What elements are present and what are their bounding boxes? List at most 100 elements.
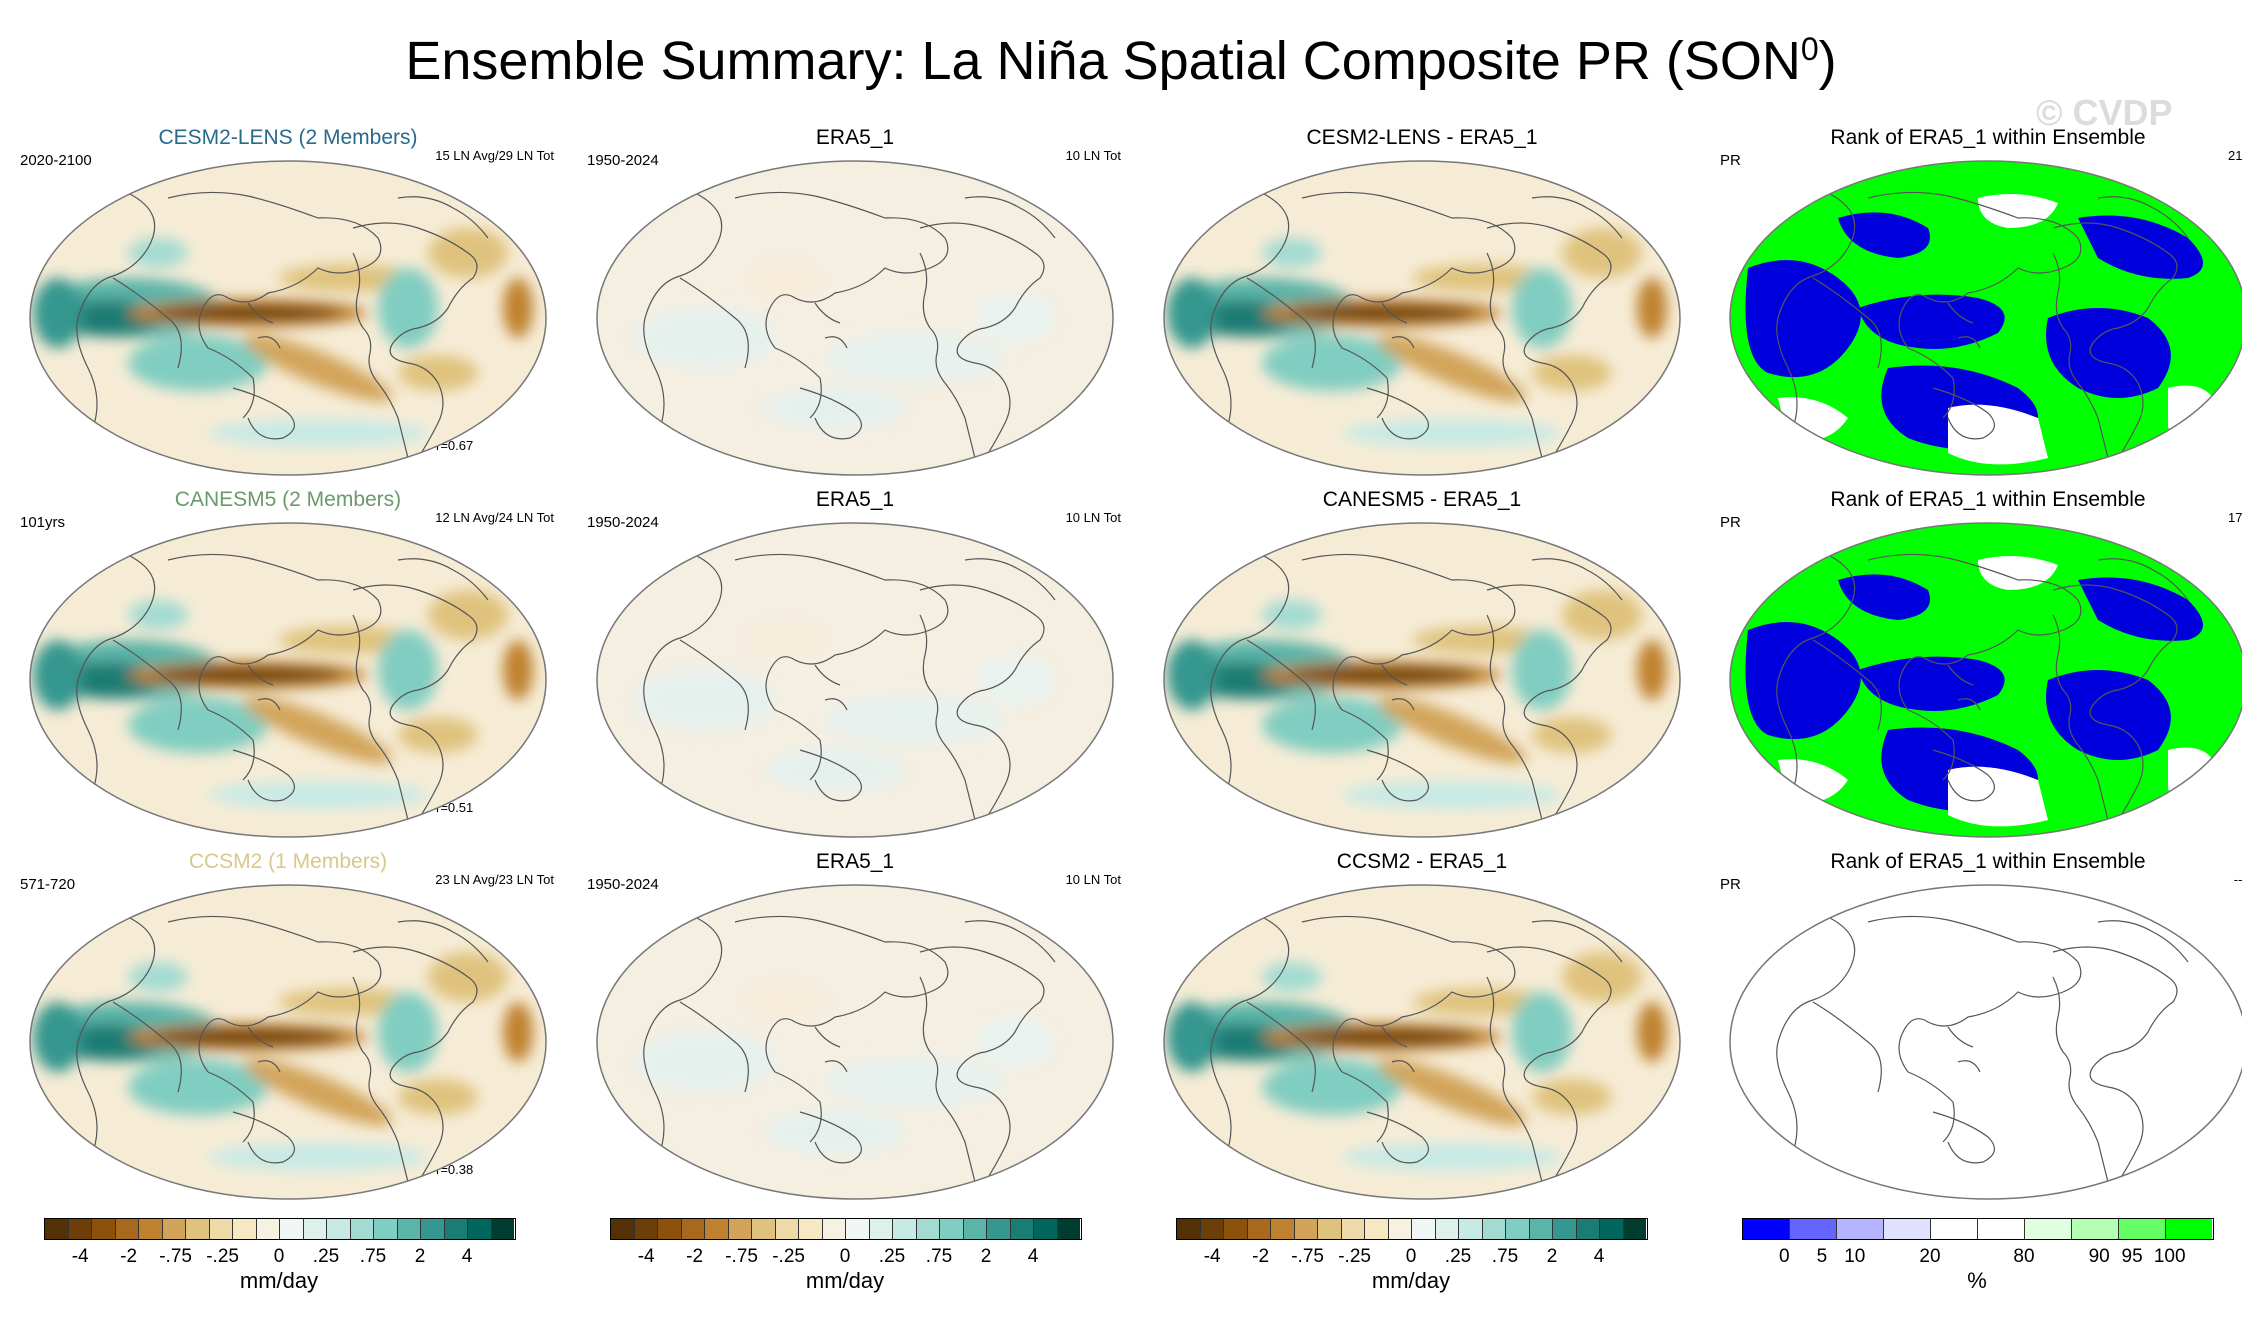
panel-period: 101yrs bbox=[20, 514, 66, 531]
colorbar-swatch bbox=[45, 1219, 69, 1239]
colorbar-swatch bbox=[1931, 1219, 1978, 1239]
colorbar-swatch bbox=[68, 1219, 92, 1239]
colorbar-swatch bbox=[1884, 1219, 1931, 1239]
panel-period: 1950-2024 bbox=[587, 514, 659, 531]
map-panel-rank: Rank of ERA5_1 within Ensemble PR 21% bbox=[1718, 126, 2242, 476]
map-panel-model: CCSM2 (1 Members) 571-720 23 LN Avg/23 LN … bbox=[18, 850, 558, 1200]
colorbar-tick-label: 2 bbox=[414, 1246, 426, 1267]
colorbar-swatch bbox=[1200, 1219, 1224, 1239]
colorbar-swatch bbox=[940, 1219, 964, 1239]
colorbar-swatch bbox=[256, 1219, 280, 1239]
colorbar-tick-label: -.25 bbox=[1338, 1246, 1371, 1267]
colorbar-swatch bbox=[728, 1219, 752, 1239]
colorbar-tick-label: -4 bbox=[1203, 1246, 1221, 1267]
colorbar-swatch bbox=[1341, 1219, 1365, 1239]
panel-count: 23 LN Avg/23 LN Tot bbox=[435, 872, 554, 887]
colorbar-swatch bbox=[327, 1219, 351, 1239]
panel-period: 1950-2024 bbox=[587, 876, 659, 893]
colorbar-swatch bbox=[115, 1219, 139, 1239]
panel-count: --% bbox=[2233, 872, 2242, 887]
panel-title: CESM2-LENS (2 Members) bbox=[158, 126, 418, 149]
colorbar-swatch bbox=[2072, 1219, 2119, 1239]
colorbar-tick-label: 0 bbox=[273, 1246, 285, 1267]
panel-period: 571-720 bbox=[20, 876, 76, 893]
map-field bbox=[1163, 522, 1681, 838]
colorbar-swatch bbox=[350, 1219, 374, 1239]
map-panel-diff: CCSM2 - ERA5_1 bbox=[1152, 850, 1692, 1200]
map-panel-model: CESM2-LENS (2 Members) 2020-2100 15 LN Avg… bbox=[18, 126, 558, 476]
colorbar-tick-label: 4 bbox=[461, 1246, 473, 1267]
colorbar-swatch bbox=[1224, 1219, 1248, 1239]
colorbar-tick-label: 0 bbox=[1405, 1246, 1417, 1267]
panel-title: Rank of ERA5_1 within Ensemble bbox=[1830, 488, 2146, 511]
map-panel-rank: Rank of ERA5_1 within Ensemble PR 17% bbox=[1718, 488, 2242, 838]
panel-period: PR bbox=[1720, 514, 1741, 531]
colorbar-swatch bbox=[1506, 1219, 1530, 1239]
colorbar-tick-label: 0 bbox=[1779, 1246, 1790, 1267]
colorbar-tick-label: -2 bbox=[1252, 1246, 1270, 1267]
colorbar-swatch bbox=[822, 1219, 846, 1239]
colorbar-swatch bbox=[397, 1219, 421, 1239]
colorbar-swatch bbox=[1271, 1219, 1295, 1239]
colorbar-tick-label: -2 bbox=[686, 1246, 704, 1267]
map-panel-model: CANESM5 (2 Members) 101yrs 12 LN Avg/24 LN… bbox=[18, 488, 558, 838]
colorbar-swatch bbox=[1294, 1219, 1318, 1239]
colorbar-swatch bbox=[869, 1219, 893, 1239]
colorbar-swatch bbox=[1034, 1219, 1058, 1239]
colorbar-unit: mm/day bbox=[1371, 1268, 1451, 1293]
colorbar-swatch bbox=[233, 1219, 257, 1239]
colorbar-swatch bbox=[280, 1219, 304, 1239]
map-panel-rank: Rank of ERA5_1 within Ensemble PR --% bbox=[1718, 850, 2242, 1200]
colorbar-swatch bbox=[1435, 1219, 1459, 1239]
colorbar-swatch bbox=[1010, 1219, 1034, 1239]
colorbar-tick-label: .25 bbox=[1444, 1246, 1472, 1267]
colorbar-swatch bbox=[1412, 1219, 1436, 1239]
colorbar-unit: mm/day bbox=[239, 1268, 319, 1293]
panel-title: CESM2-LENS - ERA5_1 bbox=[1306, 126, 1538, 149]
panel-count: 10 LN Tot bbox=[1065, 148, 1121, 163]
colorbar-tick-label: .25 bbox=[312, 1246, 340, 1267]
colorbar-swatch bbox=[1743, 1219, 1790, 1239]
colorbar-tick-label: -.75 bbox=[1291, 1246, 1324, 1267]
colorbar-tick-label: 90 bbox=[2088, 1246, 2110, 1267]
colorbar-swatch bbox=[1365, 1219, 1389, 1239]
map-panel-obs: ERA5_1 1950-2024 10 LN Tot bbox=[585, 126, 1125, 476]
map-panel-diff: CESM2-LENS - ERA5_1 bbox=[1152, 126, 1692, 476]
panel-count: 17% bbox=[2227, 510, 2242, 525]
map-panel-obs: ERA5_1 1950-2024 10 LN Tot bbox=[585, 488, 1125, 838]
colorbar-swatch bbox=[752, 1219, 776, 1239]
panel-period: 1950-2024 bbox=[587, 152, 659, 169]
colorbar-swatch bbox=[681, 1219, 705, 1239]
panel-title: ERA5_1 bbox=[815, 488, 895, 511]
colorbar-swatch bbox=[1529, 1219, 1553, 1239]
panel-count: 10 LN Tot bbox=[1065, 510, 1121, 525]
panel-title: Rank of ERA5_1 within Ensemble bbox=[1830, 126, 2146, 149]
colorbar-swatch bbox=[1057, 1219, 1080, 1239]
map-field bbox=[1163, 160, 1681, 476]
colorbar-tick-label: .75 bbox=[359, 1246, 387, 1267]
colorbar-swatch bbox=[1177, 1219, 1201, 1239]
colorbar-tick-label: 2 bbox=[980, 1246, 992, 1267]
map-field bbox=[29, 522, 547, 838]
colorbar-swatch bbox=[1576, 1219, 1600, 1239]
colorbar-swatch bbox=[444, 1219, 468, 1239]
colorbar-swatch bbox=[186, 1219, 210, 1239]
colorbar-tick-label: 100 bbox=[2153, 1246, 2186, 1267]
colorbar-swatch bbox=[1388, 1219, 1412, 1239]
map-field bbox=[1163, 884, 1681, 1200]
panel-title: CCSM2 (1 Members) bbox=[188, 850, 388, 873]
colorbar-swatch bbox=[2166, 1219, 2212, 1239]
colorbar-tick-label: -.75 bbox=[725, 1246, 758, 1267]
colorbar-swatch bbox=[1978, 1219, 2025, 1239]
panel-title: CANESM5 - ERA5_1 bbox=[1322, 488, 1522, 511]
colorbar-tick-label: 80 bbox=[2013, 1246, 2035, 1267]
colorbar-tick-label: .25 bbox=[878, 1246, 906, 1267]
panel-count: 21% bbox=[2227, 148, 2242, 163]
map-field bbox=[596, 884, 1114, 1200]
map-field bbox=[596, 160, 1114, 476]
panel-title: ERA5_1 bbox=[815, 126, 895, 149]
colorbar-tick-label: -.25 bbox=[206, 1246, 239, 1267]
map-panel-obs: ERA5_1 1950-2024 10 LN Tot bbox=[585, 850, 1125, 1200]
map-field bbox=[596, 522, 1114, 838]
colorbar-tick-label: .75 bbox=[925, 1246, 953, 1267]
